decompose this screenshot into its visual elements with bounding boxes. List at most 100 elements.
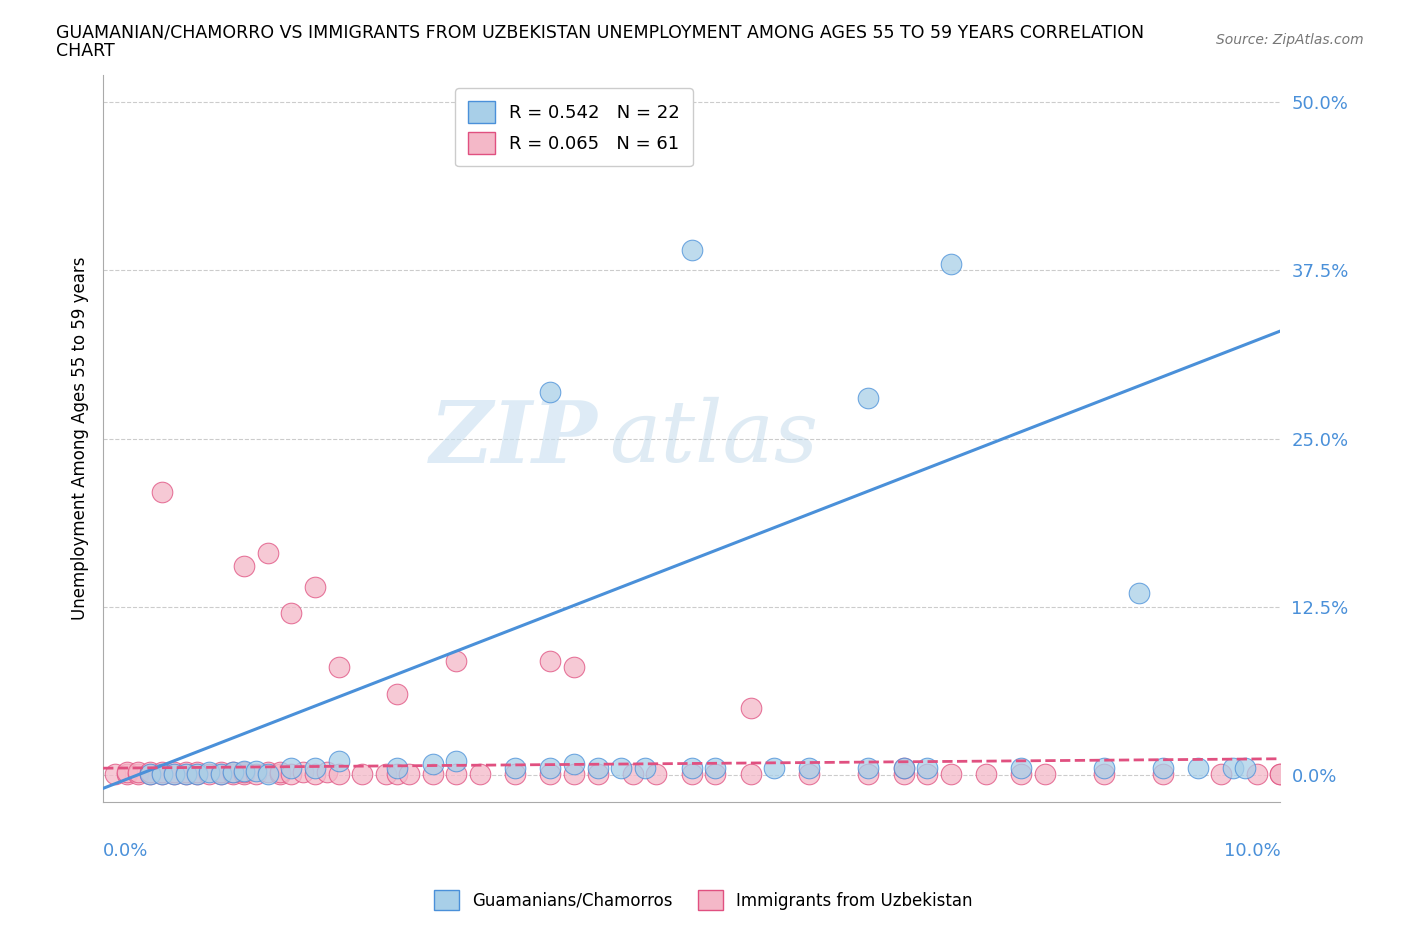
Point — [245, 766, 267, 781]
Legend: Guamanians/Chamorros, Immigrants from Uzbekistan: Guamanians/Chamorros, Immigrants from Uz… — [427, 884, 979, 917]
Point — [974, 766, 997, 781]
Point — [1128, 586, 1150, 601]
Point — [1187, 761, 1209, 776]
Point — [387, 766, 409, 781]
Point — [198, 766, 221, 781]
Point — [139, 766, 162, 781]
Point — [799, 766, 821, 781]
Point — [915, 761, 938, 776]
Point — [610, 761, 633, 776]
Point — [233, 559, 256, 574]
Point — [740, 766, 762, 781]
Point — [763, 761, 786, 776]
Point — [621, 766, 644, 781]
Point — [127, 766, 149, 781]
Point — [540, 653, 562, 668]
Point — [1152, 766, 1174, 781]
Point — [221, 764, 243, 779]
Point — [740, 700, 762, 715]
Point — [562, 766, 585, 781]
Point — [704, 766, 727, 781]
Point — [269, 766, 291, 781]
Point — [422, 757, 444, 772]
Point — [233, 764, 256, 778]
Point — [398, 766, 420, 781]
Point — [233, 766, 256, 781]
Point — [163, 766, 186, 781]
Point — [221, 764, 243, 779]
Point — [304, 579, 326, 594]
Point — [1010, 761, 1032, 776]
Point — [198, 764, 221, 779]
Point — [163, 764, 186, 779]
Point — [127, 764, 149, 779]
Point — [1234, 761, 1257, 776]
Point — [257, 546, 280, 561]
Point — [280, 761, 302, 776]
Text: 0.0%: 0.0% — [103, 842, 149, 859]
Point — [1222, 761, 1244, 776]
Point — [1010, 766, 1032, 781]
Point — [586, 766, 609, 781]
Point — [245, 764, 267, 778]
Point — [633, 761, 655, 776]
Point — [150, 766, 173, 781]
Point — [893, 761, 915, 776]
Point — [503, 761, 526, 776]
Point — [1211, 766, 1233, 781]
Point — [1270, 766, 1292, 781]
Point — [657, 122, 679, 137]
Point — [257, 764, 280, 779]
Point — [115, 766, 138, 781]
Point — [115, 764, 138, 779]
Point — [1152, 761, 1174, 776]
Point — [104, 766, 127, 781]
Point — [681, 761, 703, 776]
Point — [503, 766, 526, 781]
Point — [280, 766, 302, 781]
Point — [645, 766, 668, 781]
Point — [209, 766, 232, 781]
Point — [150, 764, 173, 779]
Point — [799, 761, 821, 776]
Point — [150, 485, 173, 500]
Text: ZIP: ZIP — [430, 397, 598, 481]
Point — [209, 766, 232, 781]
Point — [1246, 766, 1268, 781]
Point — [540, 384, 562, 399]
Point — [681, 243, 703, 258]
Point — [858, 391, 880, 405]
Point — [939, 766, 962, 781]
Point — [540, 766, 562, 781]
Point — [233, 764, 256, 779]
Text: atlas: atlas — [609, 397, 818, 480]
Text: CHART: CHART — [56, 42, 115, 60]
Text: Source: ZipAtlas.com: Source: ZipAtlas.com — [1216, 33, 1364, 46]
Point — [139, 764, 162, 779]
Point — [174, 766, 197, 781]
Legend: R = 0.542   N = 22, R = 0.065   N = 61: R = 0.542 N = 22, R = 0.065 N = 61 — [456, 88, 693, 166]
Point — [186, 766, 208, 781]
Point — [893, 761, 915, 776]
Point — [893, 766, 915, 781]
Text: 10.0%: 10.0% — [1223, 842, 1281, 859]
Point — [1092, 766, 1115, 781]
Point — [186, 764, 208, 779]
Point — [387, 686, 409, 701]
Point — [1270, 766, 1292, 781]
Point — [174, 764, 197, 779]
Point — [269, 764, 291, 779]
Point — [586, 761, 609, 776]
Point — [704, 761, 727, 776]
Point — [221, 766, 243, 781]
Point — [304, 761, 326, 776]
Point — [163, 766, 186, 781]
Point — [150, 766, 173, 781]
Point — [257, 766, 280, 781]
Point — [174, 766, 197, 781]
Point — [280, 606, 302, 621]
Point — [540, 761, 562, 776]
Point — [328, 660, 350, 675]
Point — [446, 766, 468, 781]
Point — [1033, 766, 1056, 781]
